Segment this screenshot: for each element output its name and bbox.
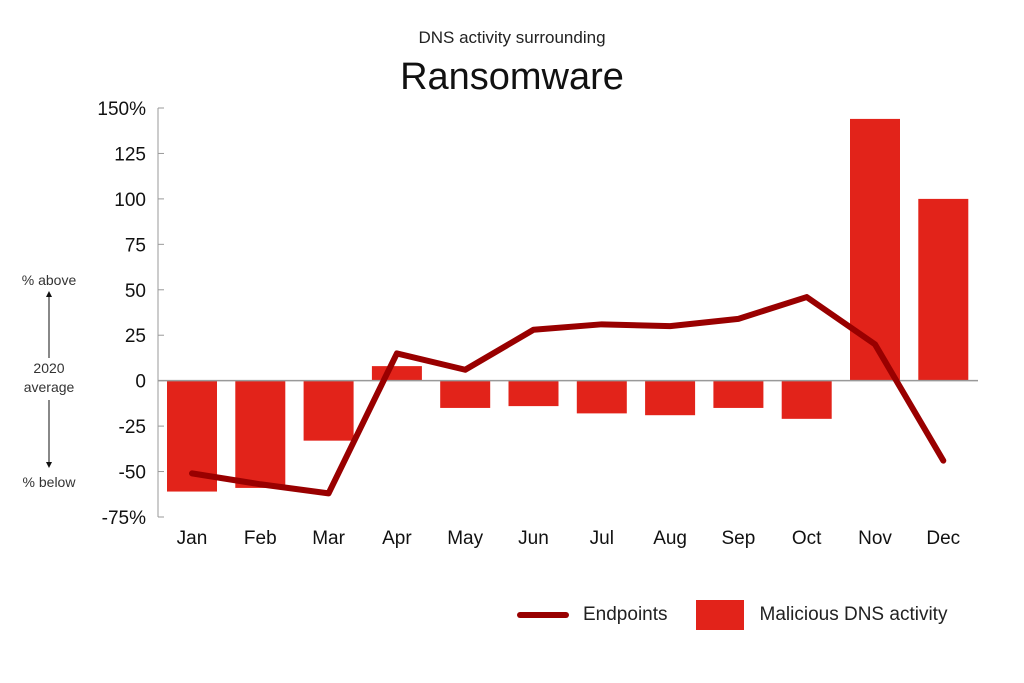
- y-tick-label: -25: [119, 417, 146, 438]
- bar-dec: [918, 198, 969, 381]
- annotation-below: % below: [23, 474, 77, 490]
- endpoints-line: [189, 294, 947, 497]
- bar-jun: [508, 380, 559, 407]
- annotation-above: % above: [22, 272, 77, 288]
- y-tick-label: 0: [135, 372, 146, 393]
- chart-subtitle: DNS activity surrounding: [418, 28, 606, 47]
- x-tick-label: Mar: [312, 528, 345, 549]
- bar-may: [440, 380, 491, 408]
- annotation-center-1: 2020: [33, 360, 64, 376]
- arrow-up-icon: [46, 291, 52, 297]
- bar-mar: [303, 380, 354, 441]
- y-tick-label: 125: [114, 144, 146, 165]
- y-tick-label: -50: [119, 463, 146, 484]
- bar-aug: [645, 380, 696, 416]
- bar-swatch-icon: [695, 600, 744, 630]
- legend: Endpoints Malicious DNS activity: [517, 600, 947, 630]
- x-tick-label: Sep: [721, 528, 755, 549]
- x-tick-label: Jul: [590, 528, 614, 549]
- x-tick-label: Jan: [177, 528, 208, 549]
- x-tick-label: Nov: [858, 528, 892, 549]
- y-tick-label: 100: [114, 190, 146, 211]
- bar-apr: [371, 366, 422, 381]
- line-swatch-icon: [517, 612, 569, 618]
- x-tick-label: Jun: [518, 528, 549, 549]
- legend-label-endpoints: Endpoints: [583, 604, 668, 625]
- x-tick-label: May: [447, 528, 483, 549]
- y-tick-label: -75%: [102, 508, 146, 529]
- y-tick-label: 75: [125, 235, 146, 256]
- arrow-down-icon: [46, 462, 52, 468]
- x-tick-label: Aug: [653, 528, 687, 549]
- bar-jul: [576, 380, 627, 414]
- bar-feb: [235, 380, 286, 488]
- annotation-center-2: average: [24, 379, 75, 395]
- legend-item-dns: Malicious DNS activity: [695, 600, 948, 630]
- legend-item-endpoints: Endpoints: [517, 604, 668, 626]
- x-tick-label: Feb: [244, 528, 277, 549]
- y-tick-label: 150%: [97, 99, 146, 120]
- x-tick-label: Apr: [382, 528, 412, 549]
- y-tick-label: 50: [125, 281, 146, 302]
- x-tick-label: Oct: [792, 528, 822, 549]
- bar-nov: [850, 118, 900, 381]
- bar-sep: [713, 380, 764, 408]
- y-tick-label: 25: [125, 326, 146, 347]
- chart-title: Ransomware: [400, 56, 624, 98]
- bar-oct: [781, 380, 832, 419]
- x-tick-label: Dec: [926, 528, 960, 549]
- legend-label-dns: Malicious DNS activity: [759, 604, 948, 625]
